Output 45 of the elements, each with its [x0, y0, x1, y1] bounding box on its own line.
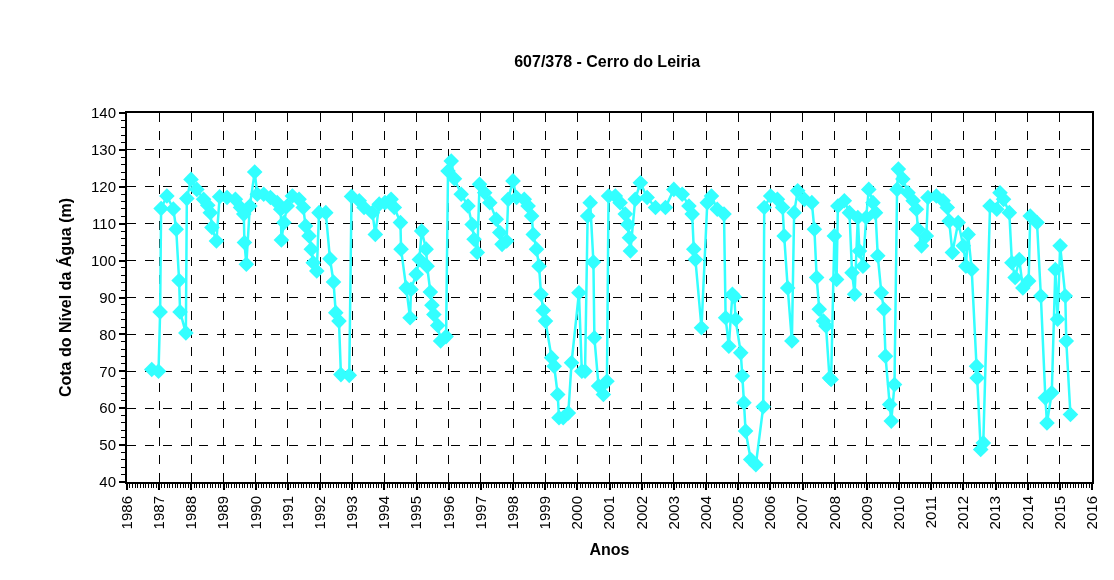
x-tick-label: 2002 [632, 496, 650, 530]
x-tick-label: 1993 [343, 496, 361, 530]
x-tick-label: 1987 [150, 496, 168, 530]
x-tick-label: 2004 [696, 496, 714, 530]
y-tick-label: 40 [99, 473, 116, 491]
x-tick-label: 1990 [246, 496, 264, 530]
x-tick-label: 2015 [1050, 496, 1068, 530]
y-tick-label: 140 [90, 104, 116, 122]
x-tick-label: 1988 [182, 496, 200, 530]
x-tick-label: 2012 [954, 496, 972, 530]
x-tick-label: 2006 [761, 496, 779, 530]
y-tick-label: 70 [99, 362, 116, 380]
x-tick-label: 1989 [214, 496, 232, 530]
x-axis-title: Anos [589, 540, 630, 558]
x-tick-label: 1991 [278, 496, 296, 530]
y-axis-title: Cota do Nível da Água (m) [56, 197, 75, 398]
y-tick-label: 110 [92, 214, 116, 232]
x-tick-label: 1986 [117, 496, 135, 530]
x-tick-label: 2014 [1018, 496, 1036, 530]
y-tick-label: 80 [99, 325, 116, 343]
x-tick-label: 2009 [857, 496, 875, 530]
x-tick-label: 2005 [729, 496, 747, 530]
x-tick-label: 2008 [825, 496, 843, 530]
y-tick-label: 90 [99, 288, 116, 306]
x-tick-label: 2010 [889, 496, 907, 530]
x-tick-label: 1999 [536, 496, 554, 530]
x-tick-label: 1992 [310, 496, 328, 530]
x-tick-label: 1994 [375, 496, 393, 530]
x-tick-label: 2001 [600, 496, 618, 530]
y-tick-label: 50 [99, 436, 116, 454]
x-tick-label: 1998 [503, 496, 521, 530]
x-tick-label: 2011 [922, 496, 940, 529]
x-tick-label: 2003 [664, 496, 682, 530]
x-tick-label: 2000 [568, 496, 586, 530]
y-tick-label: 130 [90, 141, 116, 159]
y-tick-label: 100 [90, 251, 116, 269]
x-tick-label: 2013 [986, 496, 1004, 530]
x-tick-label: 1995 [407, 496, 425, 530]
y-tick-label: 120 [90, 178, 116, 196]
chart-title: 607/378 - Cerro do Leiria [514, 52, 701, 70]
y-tick-label: 60 [99, 399, 116, 417]
x-tick-label: 1996 [439, 496, 457, 530]
x-tick-label: 2007 [793, 496, 811, 530]
x-tick-label: 2016 [1082, 496, 1100, 530]
x-tick-label: 1997 [471, 496, 489, 530]
